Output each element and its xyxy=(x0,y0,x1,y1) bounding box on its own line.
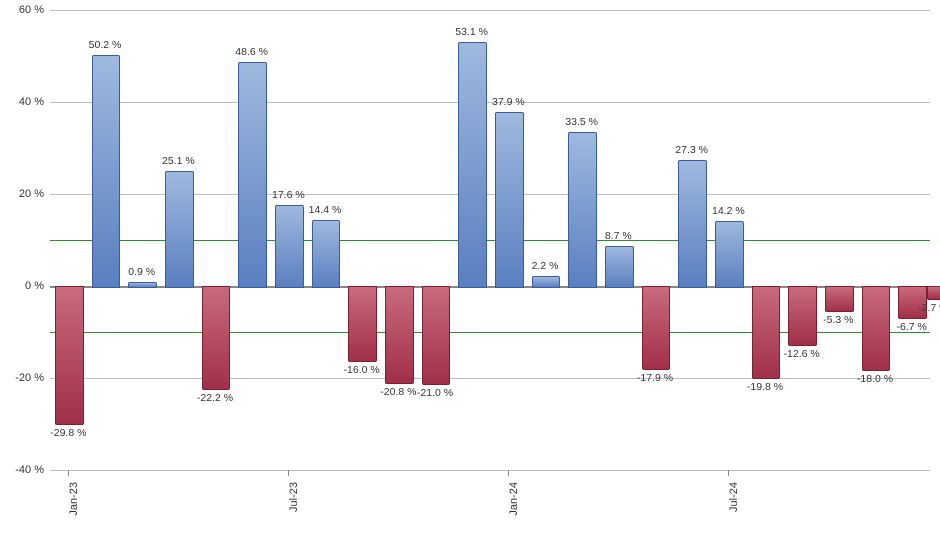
bar-value-label: 53.1 % xyxy=(455,26,488,38)
percent-bar-chart: -40 % -20 % 0 % 20 % 40 % 60 % -29.8 % 50.2 % 0.… xyxy=(0,0,940,550)
bar-value-label: 0.9 % xyxy=(128,266,155,278)
bar xyxy=(862,286,890,371)
x-tick-label: Jul-24 xyxy=(728,482,740,512)
x-tick-mark xyxy=(68,470,69,476)
bar-value-label: 48.6 % xyxy=(235,46,268,58)
bar xyxy=(927,286,940,300)
bar-value-label: -17.9 % xyxy=(637,372,673,384)
bar xyxy=(495,112,523,288)
bar xyxy=(752,286,780,379)
bar-value-label: 14.2 % xyxy=(712,205,745,217)
bar-value-label: 33.5 % xyxy=(565,116,598,128)
x-tick-mark xyxy=(508,470,509,476)
bar xyxy=(202,286,230,390)
y-tick-label: 60 % xyxy=(19,4,50,16)
bar xyxy=(55,286,83,425)
bar xyxy=(642,286,670,370)
y-tick-label: -40 % xyxy=(15,464,50,476)
x-tick-label: Jan-24 xyxy=(508,482,520,516)
bar-value-label: 17.6 % xyxy=(272,189,305,201)
bar-value-label: -16.0 % xyxy=(344,364,380,376)
x-tick-label: Jul-23 xyxy=(288,482,300,512)
bar-value-label: 8.7 % xyxy=(605,230,632,242)
bar xyxy=(385,286,413,384)
bar xyxy=(348,286,376,362)
y-tick-label: 40 % xyxy=(19,96,50,108)
bar xyxy=(788,286,816,346)
bar-value-label: -22.2 % xyxy=(197,392,233,404)
bar xyxy=(715,221,743,288)
bar-value-label: 14.4 % xyxy=(309,204,342,216)
gridline xyxy=(50,378,930,379)
bar-value-label: -12.6 % xyxy=(784,348,820,360)
bar xyxy=(825,286,853,312)
bar xyxy=(238,62,266,288)
x-tick-mark xyxy=(728,470,729,476)
bar-value-label: -5.3 % xyxy=(823,314,853,326)
y-tick-label: -20 % xyxy=(15,372,50,384)
x-tick-mark xyxy=(288,470,289,476)
y-tick-label: 0 % xyxy=(25,280,50,292)
bar-value-label: -21.0 % xyxy=(417,387,453,399)
bar xyxy=(568,132,596,288)
bar xyxy=(312,220,340,288)
bar xyxy=(605,246,633,288)
bar xyxy=(532,276,560,288)
bar-value-label: 25.1 % xyxy=(162,155,195,167)
x-tick-label: Jan-23 xyxy=(68,482,80,516)
bar-value-label: 50.2 % xyxy=(89,39,122,51)
bar-value-label: -19.8 % xyxy=(747,381,783,393)
gridline xyxy=(50,10,930,11)
bar xyxy=(128,282,156,288)
bar-value-label: 2.2 % xyxy=(532,260,559,272)
bar xyxy=(422,286,450,385)
bar xyxy=(458,42,486,288)
bar xyxy=(275,205,303,288)
bar-value-label: -20.8 % xyxy=(380,386,416,398)
gridline xyxy=(50,470,930,471)
y-tick-label: 20 % xyxy=(19,188,50,200)
gridline xyxy=(50,102,930,103)
bar-value-label: -2.7 % xyxy=(918,302,940,314)
bar-value-label: -18.0 % xyxy=(857,373,893,385)
bar xyxy=(92,55,120,288)
bar xyxy=(678,160,706,288)
bar-value-label: 27.3 % xyxy=(675,144,708,156)
plot-area: -40 %-20 %0 %20 %40 %60 %-29.8 %50.2 %0.… xyxy=(50,10,930,470)
bar xyxy=(165,171,193,288)
bar-value-label: -29.8 % xyxy=(50,427,86,439)
bar-value-label: -6.7 % xyxy=(896,321,926,333)
bar-value-label: 37.9 % xyxy=(492,96,525,108)
